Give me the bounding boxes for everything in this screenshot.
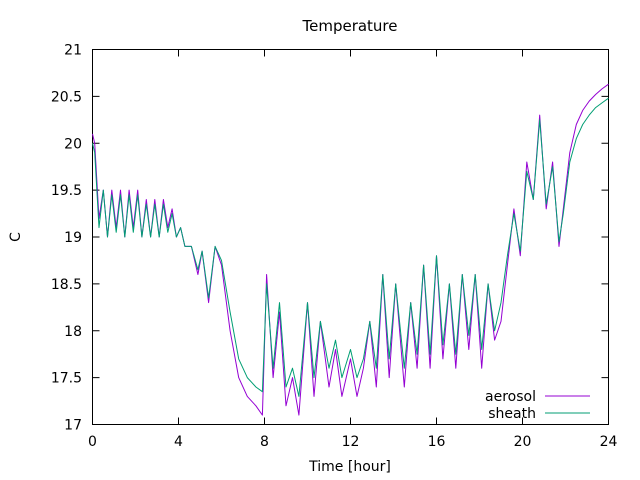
y-tick-label: 20 (64, 136, 82, 152)
y-tick-label: 20.5 (51, 89, 82, 105)
x-tick-label: 16 (428, 434, 446, 450)
y-tick-label: 18.5 (51, 277, 82, 293)
chart-title: Temperature (301, 17, 397, 35)
legend-label-aerosol: aerosol (485, 389, 536, 405)
x-tick-label: 20 (514, 434, 532, 450)
y-tick-label: 17 (64, 418, 82, 434)
legend-label-sheath: sheath (488, 406, 536, 422)
y-tick-label: 19 (64, 230, 82, 246)
x-tick-label: 0 (88, 434, 97, 450)
y-tick-label: 18 (64, 324, 82, 340)
y-tick-label: 21 (64, 43, 82, 59)
x-axis: 0 4 8 12 16 20 24 (88, 49, 618, 450)
series-layer (92, 83, 609, 416)
x-tick-label: 8 (260, 434, 269, 450)
x-tick-label: 4 (174, 434, 183, 450)
series-line-sheath (92, 97, 609, 397)
x-tick-label: 12 (342, 434, 360, 450)
y-axis: 17 17.5 18 18.5 19 19.5 20 20.5 21 (51, 43, 609, 434)
y-axis-label: C (8, 232, 24, 242)
y-tick-label: 17.5 (51, 371, 82, 387)
x-tick-label: 24 (600, 434, 618, 450)
series-line-aerosol (92, 83, 609, 416)
plot-frame (92, 49, 609, 425)
y-tick-label: 19.5 (51, 183, 82, 199)
x-axis-label: Time [hour] (308, 459, 391, 475)
